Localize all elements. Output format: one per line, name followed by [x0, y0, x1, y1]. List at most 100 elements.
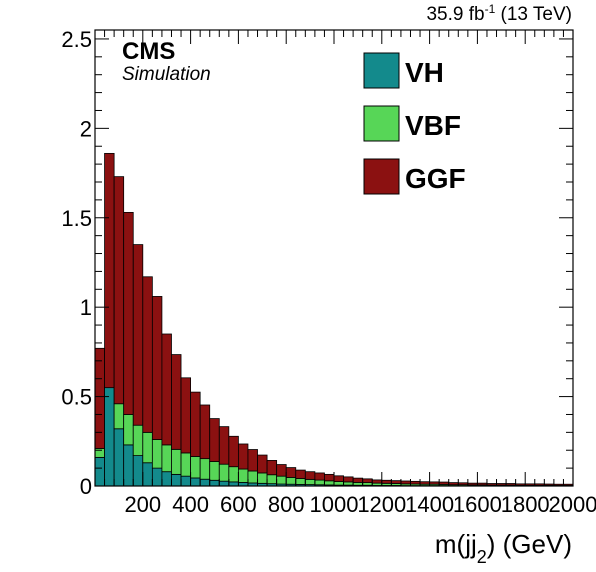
- y-tick-labels: 0 0.5 1 1.5 2 2.5: [61, 27, 92, 499]
- bar-vbf-14: [228, 466, 239, 483]
- bar-vh-7: [161, 471, 172, 487]
- bar-vh-2: [113, 428, 125, 487]
- bar-ggf-27: [352, 477, 364, 483]
- bar-ggf-21: [295, 469, 306, 479]
- bar-vbf-22: [304, 478, 316, 485]
- bar-vh-3: [123, 444, 134, 487]
- bar-ggf-43: [505, 483, 517, 486]
- x-tick-label: 800: [268, 492, 305, 517]
- bar-ggf-29: [371, 479, 383, 484]
- bar-ggf-37: [448, 482, 459, 486]
- bar-ggf-36: [438, 481, 450, 485]
- bar-vbf-16: [247, 470, 258, 484]
- bar-vh-9: [180, 475, 191, 487]
- bar-ggf-11: [199, 404, 211, 460]
- bar-ggf-34: [419, 481, 431, 485]
- bar-ggf-15: [237, 443, 249, 470]
- bar-ggf-8: [171, 354, 182, 450]
- bar-ggf-44: [515, 483, 526, 486]
- bar-vbf-6: [151, 439, 163, 469]
- bar-vh-4: [132, 455, 144, 487]
- bar-ggf-9: [180, 377, 191, 454]
- bar-vbf-20: [285, 477, 297, 485]
- x-tick-label: 2000: [549, 492, 596, 517]
- bar-vbf-11: [199, 458, 211, 480]
- bar-vbf-21: [295, 478, 306, 485]
- x-tick-label: 1000: [310, 492, 359, 517]
- histogram-bars: [94, 152, 574, 487]
- bar-ggf-47: [543, 483, 555, 486]
- bar-ggf-46: [534, 483, 545, 486]
- x-tick-label: 1800: [501, 492, 550, 517]
- x-tick-label: 200: [124, 492, 161, 517]
- bar-ggf-28: [362, 478, 373, 484]
- bar-ggf-38: [457, 482, 469, 486]
- x-tick-label: 1600: [453, 492, 502, 517]
- bar-ggf-4: [132, 244, 144, 426]
- bar-ggf-41: [486, 483, 497, 486]
- bar-ggf-25: [333, 475, 344, 482]
- bar-ggf-5: [142, 276, 153, 433]
- bar-vbf-2: [113, 403, 125, 430]
- bar-vbf-25: [333, 481, 344, 486]
- y-tick-label: 2: [80, 116, 92, 141]
- bar-ggf-2: [113, 176, 125, 405]
- bar-ggf-45: [524, 483, 536, 486]
- bar-vbf-7: [161, 444, 172, 473]
- bar-ggf-0: [94, 347, 105, 449]
- bar-ggf-14: [228, 435, 239, 468]
- bar-vbf-15: [237, 468, 249, 483]
- bar-vbf-10: [190, 456, 201, 479]
- bar-ggf-17: [257, 454, 268, 474]
- bar-vbf-18: [266, 474, 278, 485]
- bar-vbf-27: [352, 482, 364, 486]
- bar-vh-0: [94, 456, 105, 487]
- bar-ggf-40: [476, 482, 488, 486]
- bar-ggf-30: [381, 479, 392, 484]
- bar-ggf-3: [123, 211, 134, 415]
- legend-swatch-ggf: [363, 158, 400, 195]
- bar-vbf-17: [257, 472, 268, 484]
- legend-label-vh: VH: [405, 57, 444, 88]
- bar-vh-10: [190, 477, 201, 487]
- bar-ggf-19: [276, 464, 287, 477]
- bar-ggf-39: [467, 482, 478, 486]
- bar-ggf-20: [285, 467, 297, 478]
- bar-vbf-28: [362, 482, 373, 486]
- bar-ggf-35: [429, 481, 440, 485]
- bar-ggf-32: [400, 480, 411, 485]
- bar-vh-6: [151, 467, 163, 487]
- bar-ggf-23: [314, 472, 325, 481]
- bar-ggf-16: [247, 449, 258, 472]
- bar-vh-12: [209, 479, 220, 487]
- bar-vbf-12: [209, 461, 220, 481]
- bar-vbf-9: [180, 452, 191, 477]
- bar-ggf-22: [304, 471, 316, 480]
- bar-ggf-49: [563, 483, 574, 486]
- bar-vh-8: [171, 473, 182, 487]
- bar-ggf-1: [104, 152, 115, 389]
- bar-ggf-33: [410, 480, 421, 485]
- y-tick-label: 0.5: [61, 385, 92, 410]
- x-tick-label: 600: [220, 492, 257, 517]
- luminosity-label: 35.9 fb-1 (13 TeV): [426, 2, 572, 25]
- experiment-label: CMS: [122, 38, 175, 65]
- y-tick-label: 1: [80, 295, 92, 320]
- y-tick-label: 0: [80, 474, 92, 499]
- bar-ggf-12: [209, 418, 220, 462]
- legend-swatch-vh: [363, 52, 400, 89]
- bar-ggf-6: [151, 296, 163, 440]
- axis-ticks: [94, 30, 574, 487]
- bar-vbf-19: [276, 475, 287, 485]
- legend: VH VBF GGF: [363, 52, 466, 195]
- bar-vbf-4: [132, 424, 144, 457]
- bar-vbf-3: [123, 414, 134, 446]
- simulation-label: Simulation: [122, 64, 211, 85]
- legend-swatch-vbf: [363, 105, 400, 142]
- bar-ggf-13: [218, 426, 230, 465]
- legend-label-vbf: VBF: [405, 110, 461, 141]
- bar-vbf-26: [343, 481, 354, 486]
- bar-ggf-48: [553, 483, 564, 486]
